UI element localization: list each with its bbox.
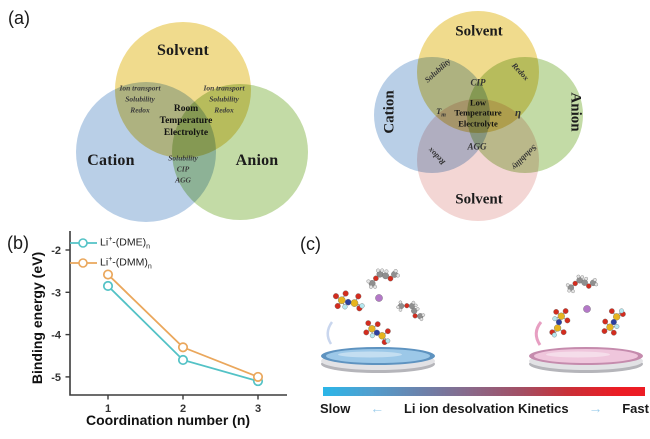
panel-b-label: (b) [7, 233, 29, 253]
chart-axes [69, 231, 287, 396]
solvent-molecule [396, 300, 426, 321]
panel-a-label: (a) [8, 8, 30, 28]
x-tick-label: 2 [180, 403, 186, 415]
venn3-overlap-left-label: Ion transport Solubility Redox [119, 83, 161, 115]
chart-y-axis-title: Binding energy (eV) [29, 251, 45, 385]
left-arrow-icon: ← [370, 400, 385, 416]
data-point [177, 354, 189, 366]
venn4-solvent-bottom-label: Solvent [455, 191, 503, 208]
anion-molecule [549, 308, 571, 338]
kinetics-gradient-bar [323, 387, 645, 396]
venn4-redox-topright-label: Redox [509, 60, 531, 83]
venn4-solubility-bottomright-label: Solubility [510, 143, 539, 172]
venn3-center-label: Room Temperature Electrolyte [159, 104, 213, 138]
solvent-molecule [565, 274, 599, 294]
venn3-overlap-right-label: Ion transport Solubility Redox [203, 83, 245, 115]
kinetics-caption: Slow ← Li ion desolvation Kinetics → Fas… [320, 400, 649, 416]
petri-dish-left [321, 347, 435, 373]
data-point [102, 269, 114, 280]
x-tick-label: 1 [105, 403, 111, 415]
y-tick-label: -2 [51, 245, 61, 257]
venn3-solvent-label: Solvent [156, 42, 210, 59]
legend-item-dmm: Li+-(DMM)n [70, 253, 152, 273]
venn4-agg-label: AGG [467, 141, 487, 152]
legend-marker-dme-icon [70, 238, 97, 248]
venn3-anion-label: Anion [235, 152, 279, 169]
venn3-cation-label: Cation [87, 152, 135, 169]
venn4-anion-label: Anion [567, 92, 584, 132]
solvent-molecule [366, 268, 400, 289]
venn4-cation-label: Cation [381, 90, 398, 134]
venn4-center-label: Low Temperature Electrolyte [454, 97, 502, 129]
kinetics-label: Li ion desolvation Kinetics [403, 400, 569, 416]
legend-marker-dmm-icon [70, 258, 97, 268]
arc-left-icon [326, 321, 334, 345]
venn4-cip-label: CIP [470, 77, 486, 88]
right-arrow-icon: → [588, 400, 603, 416]
x-tick-label: 3 [255, 403, 261, 415]
petri-dish-right [529, 347, 643, 373]
chart-x-axis-title: Coordination number (n) [85, 412, 251, 428]
lithium-ion [583, 305, 591, 313]
y-tick-label: -5 [51, 372, 61, 384]
data-point [252, 371, 264, 382]
legend-label-dmm: Li+-(DMM)n [100, 255, 152, 271]
legend-item-dme: Li+-(DME)n [70, 233, 152, 253]
venn3-overlap-bottom-label: Solubility CIP AGG [168, 153, 198, 185]
data-point [102, 280, 114, 292]
venn4-tm-label: Tm [436, 105, 446, 119]
data-point [177, 342, 189, 353]
legend-label-dme: Li+-(DME)n [100, 235, 151, 251]
venn4-eta-label: η [514, 107, 522, 120]
slow-label: Slow [320, 400, 351, 416]
lithium-ion [375, 294, 383, 302]
y-tick-label: -4 [51, 330, 62, 342]
anion-molecule [363, 320, 391, 345]
anion-molecule [601, 308, 626, 336]
venn4-solubility-topleft-label: Solubility [422, 56, 453, 85]
venn4-redox-bottomleft-label: Redox [426, 145, 448, 167]
arc-right-icon [534, 321, 543, 346]
venn4-solvent-top-label: Solvent [455, 23, 503, 40]
series-line-0 [107, 285, 259, 382]
y-tick-label: -3 [51, 287, 61, 299]
fast-label: Fast [622, 400, 649, 416]
panel-c-label: (c) [300, 234, 321, 254]
binding-energy-chart: -2 -3 -4 -5 1 2 3 [51, 231, 287, 415]
chart-legend: Li+-(DME)n Li+-(DMM)n [70, 233, 152, 273]
anion-molecule [332, 290, 365, 312]
